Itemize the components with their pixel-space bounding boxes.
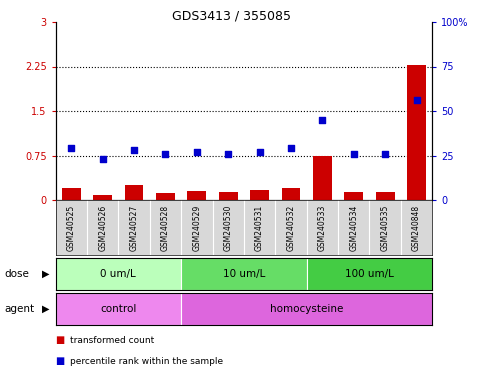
- Text: GSM240533: GSM240533: [318, 204, 327, 251]
- Text: GDS3413 / 355085: GDS3413 / 355085: [172, 10, 291, 23]
- Text: agent: agent: [5, 304, 35, 314]
- Text: dose: dose: [5, 269, 30, 279]
- Bar: [93, 195, 112, 200]
- Text: GSM240532: GSM240532: [286, 204, 296, 251]
- Text: ■: ■: [56, 335, 65, 345]
- Text: 0 um/L: 0 um/L: [100, 269, 136, 279]
- Text: ▶: ▶: [42, 304, 50, 314]
- Point: [256, 149, 264, 155]
- Point: [287, 145, 295, 151]
- Text: GSM240530: GSM240530: [224, 204, 233, 251]
- Bar: [250, 190, 269, 200]
- Point: [319, 117, 327, 123]
- Text: GSM240528: GSM240528: [161, 204, 170, 251]
- Bar: [156, 193, 175, 200]
- Point: [130, 147, 138, 153]
- Point: [99, 156, 107, 162]
- Text: transformed count: transformed count: [70, 336, 154, 345]
- Point: [412, 97, 420, 103]
- Text: ■: ■: [56, 356, 65, 366]
- Bar: [187, 191, 206, 200]
- Text: ▶: ▶: [42, 269, 50, 279]
- Text: 10 um/L: 10 um/L: [223, 269, 265, 279]
- Bar: [62, 188, 81, 200]
- Text: control: control: [100, 304, 137, 314]
- Point: [382, 151, 389, 157]
- Point: [193, 149, 201, 155]
- Bar: [219, 192, 238, 200]
- Bar: [181, 258, 307, 290]
- Text: GSM240535: GSM240535: [381, 204, 390, 251]
- Text: 100 um/L: 100 um/L: [345, 269, 394, 279]
- Text: GSM240531: GSM240531: [255, 204, 264, 251]
- Text: GSM240534: GSM240534: [349, 204, 358, 251]
- Text: percentile rank within the sample: percentile rank within the sample: [70, 357, 223, 366]
- Bar: [56, 258, 181, 290]
- Text: homocysteine: homocysteine: [270, 304, 343, 314]
- Bar: [56, 293, 181, 325]
- Bar: [407, 65, 426, 200]
- Text: GSM240527: GSM240527: [129, 204, 139, 251]
- Bar: [344, 192, 363, 200]
- Text: GSM240526: GSM240526: [98, 204, 107, 251]
- Point: [68, 145, 75, 151]
- Text: GSM240529: GSM240529: [192, 204, 201, 251]
- Bar: [313, 156, 332, 200]
- Point: [224, 151, 232, 157]
- Bar: [282, 188, 300, 200]
- Text: GSM240848: GSM240848: [412, 204, 421, 251]
- Bar: [125, 185, 143, 200]
- Bar: [376, 192, 395, 200]
- Point: [350, 151, 357, 157]
- Bar: [181, 293, 432, 325]
- Text: GSM240525: GSM240525: [67, 204, 76, 251]
- Point: [161, 151, 170, 157]
- Bar: [307, 258, 432, 290]
